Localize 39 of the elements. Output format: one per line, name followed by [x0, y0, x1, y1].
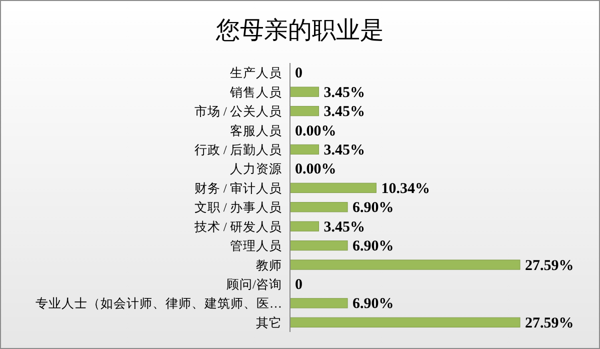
bar: [290, 86, 320, 97]
data-label: 0.00%: [295, 123, 336, 140]
bar: [290, 202, 348, 212]
y-tick-label: 技术 / 研发人员: [193, 220, 282, 234]
y-tick-label: 管理人员: [230, 239, 282, 254]
data-label: 3.45%: [324, 142, 366, 158]
data-label: 3.45%: [324, 219, 366, 236]
bar: [290, 317, 520, 328]
data-label: 0.00%: [295, 162, 336, 178]
y-tick-label: 专业人士（如会计师、律师、建筑师、医…: [36, 296, 282, 311]
y-tick-label: 教师: [256, 258, 282, 272]
y-tick-label: 财务 / 审计人员: [194, 180, 282, 196]
y-tick-label: 销售人员: [229, 85, 282, 100]
bar: [290, 106, 320, 116]
bar: [290, 144, 320, 155]
data-label: 27.59%: [525, 315, 574, 332]
y-tick-label: 客服人员: [230, 122, 282, 138]
y-tick-label: 顾问/咨询: [226, 277, 282, 292]
y-tick-label: 市场 / 公关人员: [194, 104, 282, 119]
data-label: 3.45%: [324, 104, 366, 120]
data-label: 27.59%: [525, 258, 574, 274]
data-label: 0: [295, 276, 302, 293]
bar: [290, 240, 348, 251]
data-label: 3.45%: [324, 84, 366, 101]
y-tick-label: 文职 / 办事人员: [194, 200, 282, 215]
chart-title: 您母亲的职业是: [215, 17, 384, 44]
data-label: 6.90%: [352, 200, 394, 216]
data-label: 0: [295, 66, 302, 82]
y-tick-label: 其它: [256, 314, 282, 330]
y-tick-label: 生产人员: [230, 66, 282, 80]
bar: [290, 298, 348, 308]
bar: [290, 182, 376, 193]
y-tick-label: 行政 / 后勤人员: [194, 142, 282, 157]
bar: [290, 221, 320, 232]
y-tick-label: 人力资源: [230, 162, 282, 176]
data-label: 6.90%: [352, 296, 394, 312]
data-label: 6.90%: [352, 238, 394, 255]
bar: [290, 260, 520, 270]
data-label: 10.34%: [381, 180, 430, 197]
